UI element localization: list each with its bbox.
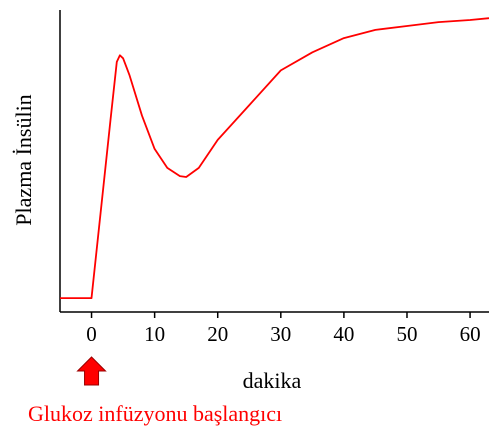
- x-tick-label: 50: [396, 322, 417, 346]
- x-tick-label: 40: [333, 322, 354, 346]
- x-tick-label: 60: [460, 322, 481, 346]
- annotation: Glukoz infüzyonu başlangıcı: [28, 401, 282, 426]
- x-tick-label: 20: [207, 322, 228, 346]
- x-tick-label: 30: [270, 322, 291, 346]
- x-tick-label: 0: [86, 322, 97, 346]
- x-axis-label: dakika: [243, 368, 302, 393]
- start-arrow: [76, 356, 107, 386]
- line-series: [60, 17, 489, 299]
- y-axis-label: Plazma İnsülin: [11, 94, 36, 225]
- x-tick-label: 10: [144, 322, 165, 346]
